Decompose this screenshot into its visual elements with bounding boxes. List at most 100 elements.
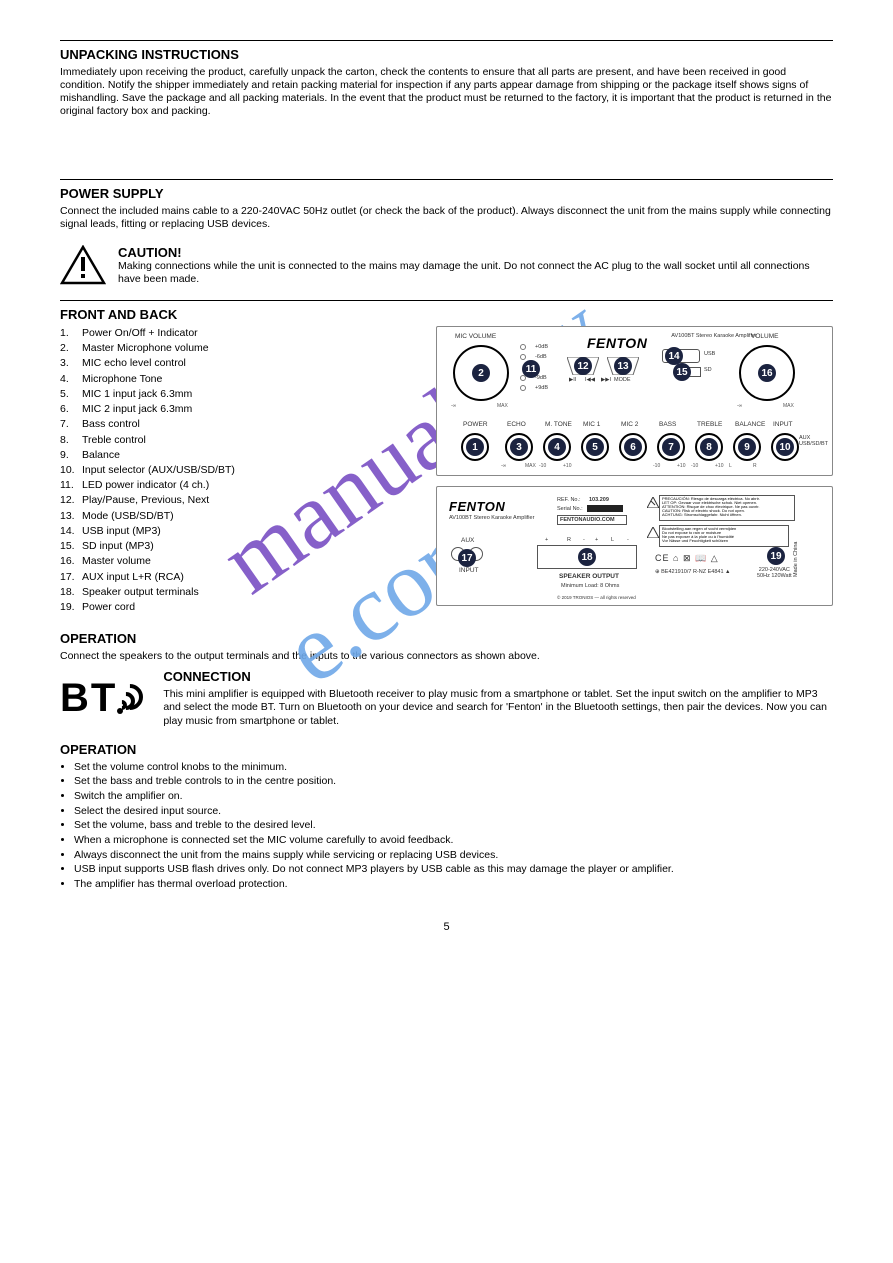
tick-min: -∞	[451, 403, 456, 409]
list-item: 6.MIC 2 input jack 6.3mm	[60, 402, 420, 417]
lbl-site: FENTONAUDIO.COM	[560, 517, 615, 523]
panel-diagrams: MIC VOLUME 2 -∞ MAX POWER 1 +0dB -6dB -9…	[436, 326, 833, 606]
led-o0: +0dB	[535, 344, 548, 350]
list-item: 13.Mode (USB/SD/BT)	[60, 509, 420, 524]
operation-bullets: Set the volume control knobs to the mini…	[60, 761, 833, 892]
lbl-serial: Serial No.:	[557, 506, 583, 512]
warn-box-2: Blootstelling aan regen of vocht vermijd…	[659, 525, 789, 547]
bullet-item: Set the volume, bass and treble to the d…	[74, 819, 833, 833]
led-dot	[520, 385, 526, 391]
lbl-back-model: AV100BT Stereo Karaoke Amplifier	[449, 515, 534, 521]
lbl-play: ▶II	[569, 377, 576, 383]
connection-body: This mini amplifier is equipped with Blu…	[163, 688, 833, 727]
spacer	[60, 125, 833, 179]
knob-label: ECHO	[507, 421, 526, 428]
bubble-6: 6	[624, 438, 642, 456]
list-item: 19.Power cord	[60, 600, 420, 615]
bubble-16: 16	[758, 364, 776, 382]
lbl-volume: VOLUME	[751, 333, 778, 340]
lbl-r-back: R	[567, 537, 571, 543]
back-panel-diagram: FENTON AV100BT Stereo Karaoke Amplifier …	[436, 486, 833, 606]
rule-top	[60, 40, 833, 41]
unpacking-title: UNPACKING INSTRUCTIONS	[60, 47, 833, 62]
list-item: 5.MIC 1 input jack 6.3mm	[60, 387, 420, 402]
led-dot	[520, 344, 526, 350]
knob-label: MIC 1	[583, 421, 600, 428]
lbl-prev: I◀◀	[585, 377, 595, 383]
caution-label: CAUTION!	[118, 245, 833, 260]
lbl-usb: USB	[704, 351, 715, 357]
tick: +10	[677, 463, 685, 469]
lbl-sd: SD	[704, 367, 712, 373]
list-item: 9.Balance	[60, 448, 420, 463]
knob-label: INPUT	[773, 421, 793, 428]
lbl-power: POWER	[463, 421, 488, 428]
list-item: 12.Play/Pause, Previous, Next	[60, 493, 420, 508]
tick-max: MAX	[497, 403, 508, 409]
lbl-minus1: -	[583, 537, 585, 543]
bt-letter-b: B	[60, 676, 89, 721]
item-list: 1.Power On/Off + Indicator2.Master Micro…	[60, 326, 420, 615]
lbl-ref: REF. No.:	[557, 497, 581, 503]
operation-title-2: OPERATION	[60, 742, 833, 757]
list-item: 2.Master Microphone volume	[60, 341, 420, 356]
bubble-19: 19	[767, 547, 785, 565]
lbl-refno: 103.209	[589, 497, 609, 503]
lbl-mode: MODE	[614, 377, 631, 383]
bt-row: BT CONNECTION This mini amplifier is equ…	[60, 669, 833, 727]
bubble-13: 13	[614, 357, 632, 375]
tick-min2: -∞	[737, 403, 742, 409]
tick-max2: MAX	[783, 403, 794, 409]
reg-line: ⊕ BE421910/7 R-NZ E4841 ▲	[655, 569, 730, 575]
tick: -10	[539, 463, 546, 469]
bubble-18: 18	[578, 548, 596, 566]
lbl-l-back: L	[611, 537, 614, 543]
tick: +10	[715, 463, 723, 469]
brand-front: FENTON	[587, 335, 647, 351]
caution-body: Making connections while the unit is con…	[118, 260, 833, 286]
led-o9: +9dB	[535, 385, 548, 391]
tick: L	[729, 463, 732, 469]
bubble-10: 10	[776, 438, 794, 456]
operation-title: OPERATION	[60, 631, 833, 646]
lbl-made: Made in China	[793, 542, 799, 577]
lbl-spk: SPEAKER OUTPUT	[559, 573, 619, 580]
bubble-7: 7	[662, 438, 680, 456]
list-item: 4.Microphone Tone	[60, 372, 420, 387]
tick: -10	[691, 463, 698, 469]
spacer	[60, 728, 833, 736]
lbl-aux-mp3: AUX USB/SD/BT	[799, 435, 828, 447]
lbl-minus2: -	[627, 537, 629, 543]
lbl-aux: AUX	[461, 537, 474, 544]
led-m6: -6dB	[535, 354, 547, 360]
bubble-8: 8	[700, 438, 718, 456]
front-panel-diagram: MIC VOLUME 2 -∞ MAX POWER 1 +0dB -6dB -9…	[436, 326, 833, 476]
list-item: 17.AUX input L+R (RCA)	[60, 570, 420, 585]
list-item: 16.Master volume	[60, 554, 420, 569]
list-item: 10.Input selector (AUX/USB/SD/BT)	[60, 463, 420, 478]
bullet-item: Select the desired input source.	[74, 805, 833, 819]
list-item: 18.Speaker output terminals	[60, 585, 420, 600]
bubble-17: 17	[458, 549, 476, 567]
lbl-imp: Minimum Load: 8 Ohms	[561, 583, 619, 589]
rule-2	[60, 179, 833, 180]
list-item: 15.SD input (MP3)	[60, 539, 420, 554]
bubble-2: 2	[472, 364, 490, 382]
tick: MAX	[525, 463, 536, 469]
lbl-plus2: +	[595, 537, 598, 543]
lbl-volt: 220-240VAC 50Hz 120Watt	[757, 567, 792, 579]
tick: -10	[653, 463, 660, 469]
bt-letter-t: T	[91, 676, 115, 721]
rule-3	[60, 300, 833, 301]
bubble-3: 3	[510, 438, 528, 456]
list-item: 3.MIC echo level control	[60, 356, 420, 371]
warn-box-1: PRECAUCIÓN: Riesgo de descarga eléctrica…	[659, 495, 795, 521]
power-title: POWER SUPPLY	[60, 186, 833, 201]
caution-row: CAUTION! Making connections while the un…	[60, 245, 833, 286]
front-back-wrap: 1.Power On/Off + Indicator2.Master Micro…	[60, 326, 833, 615]
bubble-5: 5	[586, 438, 604, 456]
bubble-12: 12	[574, 357, 592, 375]
list-item: 14.USB input (MP3)	[60, 524, 420, 539]
knob-label: MIC 2	[621, 421, 638, 428]
bullet-item: Always disconnect the unit from the main…	[74, 849, 833, 863]
